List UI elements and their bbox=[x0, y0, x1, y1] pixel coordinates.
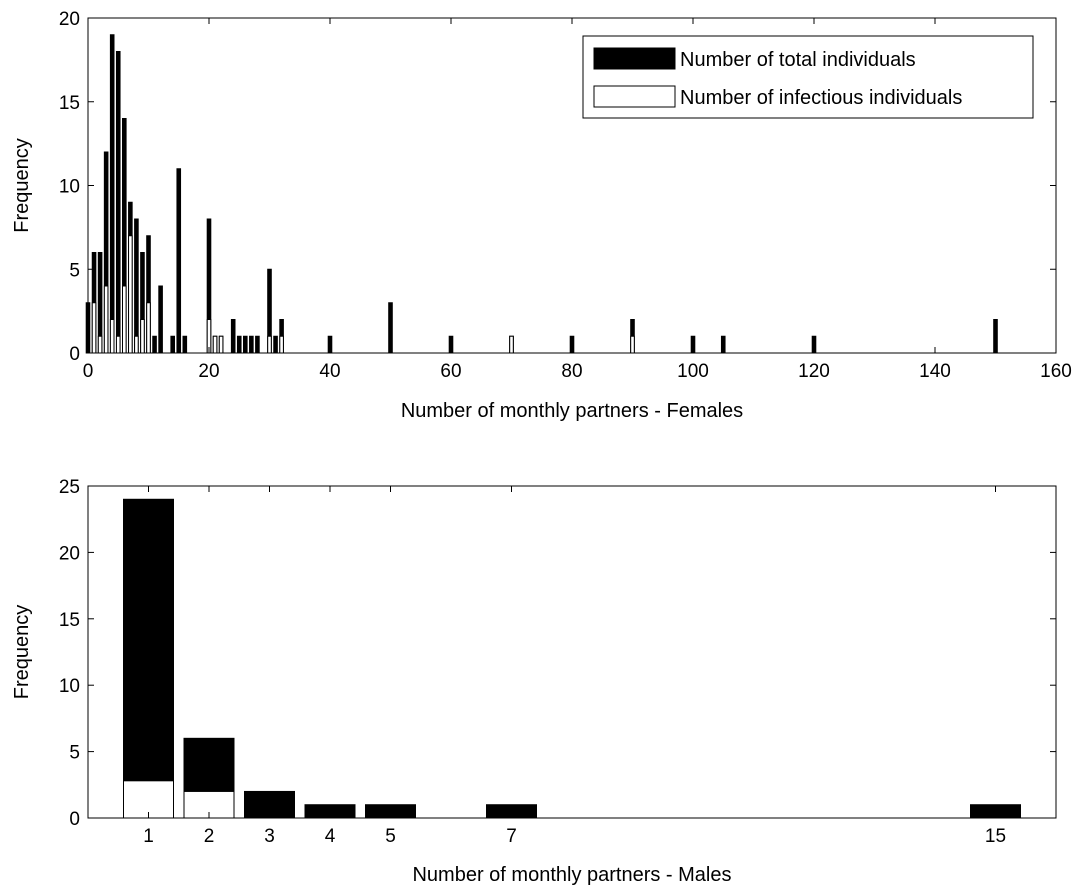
bar bbox=[388, 302, 393, 354]
x-tick-label: 20 bbox=[198, 361, 219, 382]
bar bbox=[993, 319, 998, 354]
y-tick-label: 0 bbox=[69, 809, 80, 830]
legend-entry: Number of total individuals bbox=[680, 49, 916, 71]
y-axis-label: Frequency bbox=[11, 605, 33, 700]
x-axis-label: Number of monthly partners - Males bbox=[412, 864, 731, 886]
x-tick-label: 0 bbox=[83, 361, 94, 382]
legend-swatch bbox=[593, 47, 676, 70]
bar bbox=[140, 319, 145, 354]
x-tick-label: 15 bbox=[985, 826, 1006, 847]
bar bbox=[218, 335, 224, 354]
y-tick-label: 5 bbox=[69, 260, 80, 281]
y-tick-label: 0 bbox=[69, 344, 80, 365]
x-tick-label: 80 bbox=[561, 361, 582, 382]
bar bbox=[128, 235, 133, 354]
bar bbox=[123, 780, 174, 819]
y-tick-label: 10 bbox=[59, 676, 80, 697]
bar bbox=[115, 335, 121, 354]
bar bbox=[212, 335, 218, 354]
y-tick-label: 15 bbox=[59, 610, 80, 631]
x-tick-label: 140 bbox=[919, 361, 951, 382]
bar bbox=[152, 335, 157, 354]
y-tick-label: 15 bbox=[59, 93, 80, 114]
chart-panel-1: 0 20 40 60 80 100 120 140 160 0 5 10 15 20 Number of m… bbox=[11, 9, 1072, 422]
bar bbox=[109, 319, 115, 354]
legend: Number of total individuals Number of inf… bbox=[582, 35, 1034, 119]
x-tick-label: 4 bbox=[325, 826, 336, 847]
bar bbox=[134, 335, 139, 354]
x-tick-label: 1 bbox=[143, 826, 154, 847]
bar bbox=[255, 335, 260, 354]
bar bbox=[279, 335, 284, 354]
y-tick-label: 5 bbox=[69, 743, 80, 764]
bar bbox=[115, 51, 121, 354]
bar bbox=[509, 335, 514, 354]
bar bbox=[273, 335, 278, 354]
bar bbox=[249, 335, 254, 354]
bar bbox=[630, 335, 635, 354]
bar bbox=[123, 498, 174, 819]
plot-area bbox=[88, 486, 1056, 818]
bar bbox=[158, 285, 163, 354]
bar bbox=[122, 285, 127, 354]
x-tick-label: 3 bbox=[264, 826, 275, 847]
legend-swatch bbox=[593, 85, 676, 108]
bar bbox=[109, 34, 115, 354]
y-axis-label: Frequency bbox=[11, 138, 33, 233]
y-tick-label: 20 bbox=[59, 543, 80, 564]
y-tick-label: 10 bbox=[59, 177, 80, 198]
bar bbox=[182, 335, 188, 354]
x-tick-label: 160 bbox=[1040, 361, 1072, 382]
bar bbox=[720, 335, 726, 354]
bar bbox=[236, 335, 242, 354]
bar bbox=[134, 218, 139, 354]
bar bbox=[243, 335, 248, 354]
x-tick-label: 100 bbox=[677, 361, 709, 382]
chart-panel-2: 1 2 3 4 5 7 15 0 5 10 15 20 25 Number of monthly part… bbox=[11, 477, 1057, 886]
bar bbox=[146, 302, 151, 354]
bar bbox=[97, 335, 103, 354]
x-tick-label: 40 bbox=[319, 361, 340, 382]
bar bbox=[230, 319, 236, 354]
y-tick-label: 25 bbox=[59, 477, 80, 498]
x-tick-label: 60 bbox=[440, 361, 461, 382]
bar bbox=[91, 302, 97, 354]
x-tick-label: 7 bbox=[506, 826, 517, 847]
x-tick-label: 2 bbox=[204, 826, 215, 847]
bar bbox=[267, 335, 272, 354]
x-tick-label: 120 bbox=[798, 361, 830, 382]
bar bbox=[170, 335, 175, 354]
y-tick-label: 20 bbox=[59, 9, 80, 30]
bar bbox=[176, 168, 182, 354]
x-tick-label: 5 bbox=[385, 826, 396, 847]
legend-entry: Number of infectious individuals bbox=[680, 87, 962, 109]
x-axis-label: Number of monthly partners - Females bbox=[401, 400, 743, 422]
axes-frame bbox=[87, 485, 1057, 819]
bar bbox=[103, 285, 109, 354]
